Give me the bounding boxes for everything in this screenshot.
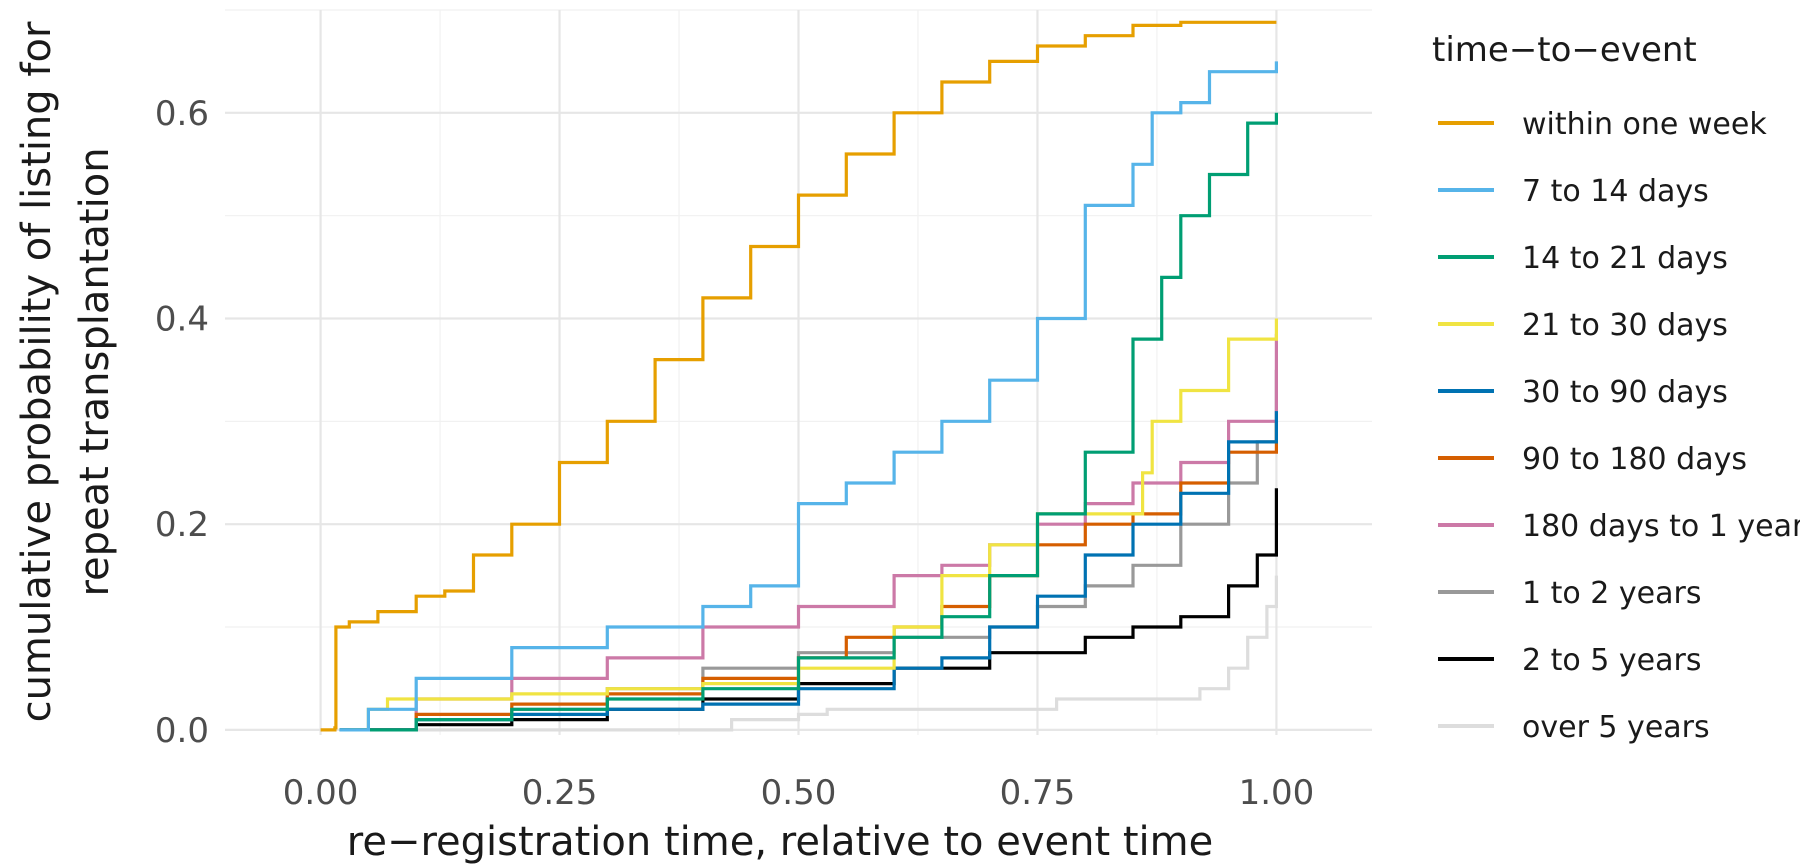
x-tick-label: 0.75: [1000, 773, 1076, 813]
legend-label: 90 to 180 days: [1522, 442, 1747, 477]
x-tick-label: 0.00: [283, 773, 359, 813]
legend-item: over 5 years: [1438, 710, 1710, 745]
y-axis-title-line-2: repeat transplantation: [72, 147, 118, 596]
legend-item: 21 to 30 days: [1438, 308, 1728, 343]
y-axis-title-line-1: cumulative probability of listing for: [14, 21, 60, 722]
y-tick-label: 0.4: [155, 300, 209, 340]
series-line: [349, 488, 1278, 732]
legend-label: 14 to 21 days: [1522, 241, 1728, 276]
legend-title: time−to−event: [1432, 30, 1697, 70]
legend-item: 1 to 2 years: [1438, 576, 1701, 611]
series-line: [339, 112, 1278, 732]
y-tick-label: 0.2: [155, 505, 209, 545]
series-line: [339, 61, 1278, 732]
legend: time−to−event within one week 7 to 14 day…: [1432, 30, 1800, 745]
legend-label: 7 to 14 days: [1522, 174, 1709, 209]
y-tick-label: 0.0: [155, 711, 209, 751]
y-axis-title: cumulative probability of listing for re…: [14, 21, 118, 722]
legend-label: 21 to 30 days: [1522, 308, 1728, 343]
y-axis-tick-labels: 0.0 0.2 0.4 0.6: [155, 94, 209, 751]
series-line: [320, 20, 1277, 732]
y-tick-label: 0.6: [155, 94, 209, 134]
x-tick-label: 0.25: [522, 773, 598, 813]
legend-label: 30 to 90 days: [1522, 375, 1728, 410]
legend-item: within one week: [1438, 107, 1767, 142]
legend-label: 1 to 2 years: [1522, 576, 1701, 611]
x-axis-tick-labels: 0.00 0.25 0.50 0.75 1.00: [283, 773, 1315, 813]
series-line: [349, 369, 1278, 732]
series-line: [349, 575, 1278, 732]
legend-label: within one week: [1522, 107, 1767, 142]
series-line: [339, 411, 1278, 732]
legend-label: over 5 years: [1522, 710, 1710, 745]
x-tick-label: 1.00: [1239, 773, 1315, 813]
legend-item: 180 days to 1 year: [1438, 509, 1800, 544]
series-line: [349, 318, 1278, 732]
legend-item: 7 to 14 days: [1438, 174, 1709, 209]
series-line: [349, 333, 1278, 732]
series-lines: [320, 20, 1278, 732]
legend-item: 2 to 5 years: [1438, 643, 1701, 678]
legend-item: 90 to 180 days: [1438, 442, 1747, 477]
legend-item: 14 to 21 days: [1438, 241, 1728, 276]
legend-items: within one week 7 to 14 days 14 to 21 days…: [1438, 107, 1800, 745]
x-tick-label: 0.50: [761, 773, 837, 813]
legend-item: 30 to 90 days: [1438, 375, 1728, 410]
legend-label: 2 to 5 years: [1522, 643, 1701, 678]
x-axis-title: re−registration time, relative to event …: [347, 819, 1213, 865]
legend-label: 180 days to 1 year: [1522, 509, 1800, 544]
